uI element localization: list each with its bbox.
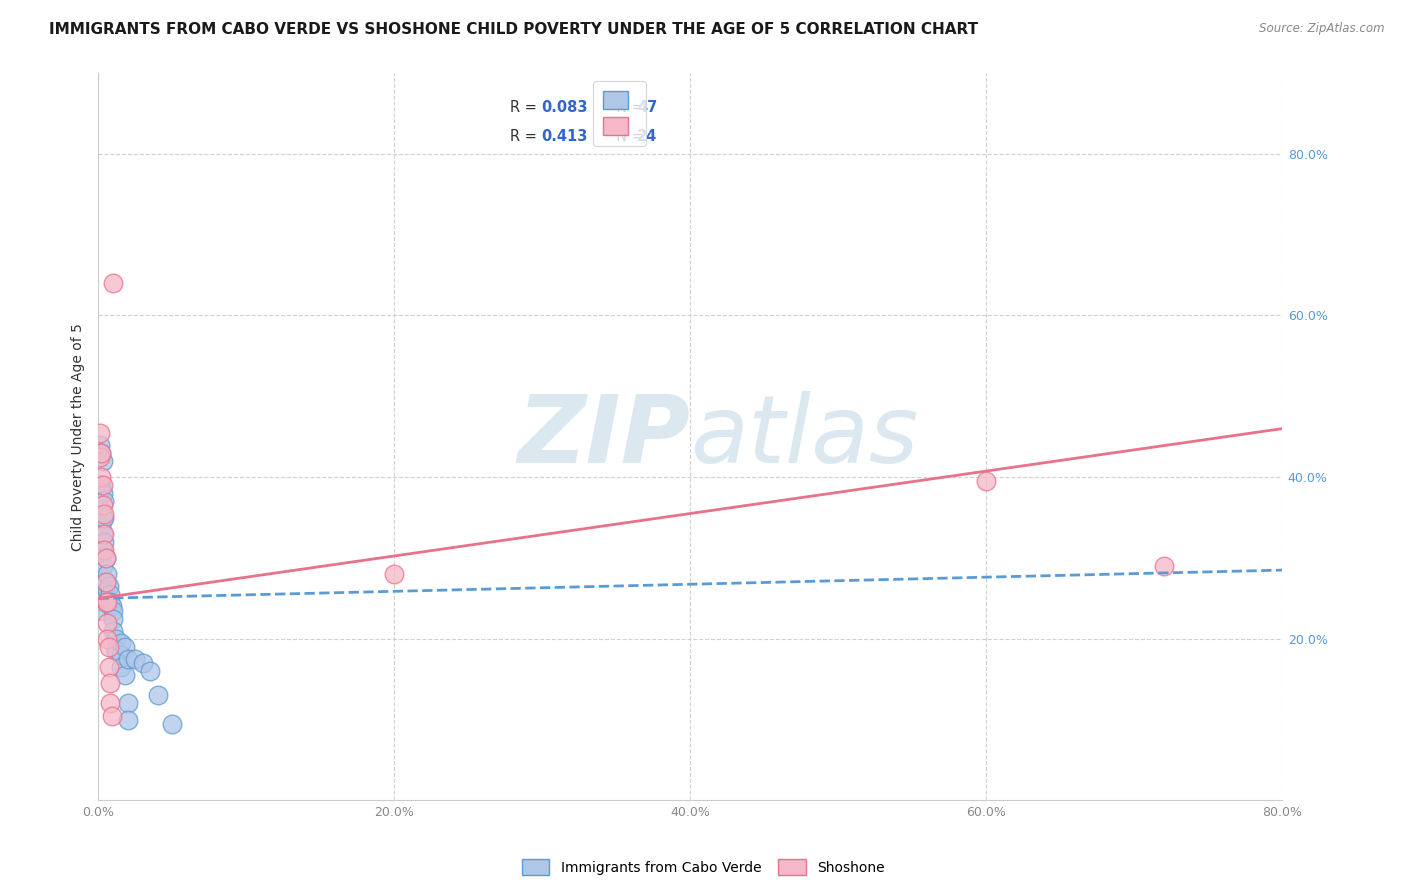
- Point: [93, 507, 115, 521]
- Point: [90, 446, 112, 460]
- Point: [105, 632, 128, 646]
- Point: [91, 486, 114, 500]
- Point: [98, 595, 121, 609]
- Point: [94, 575, 117, 590]
- Point: [146, 689, 169, 703]
- Point: [117, 713, 139, 727]
- Point: [91, 526, 114, 541]
- Point: [97, 660, 120, 674]
- Point: [91, 510, 114, 524]
- Point: [97, 640, 120, 654]
- Point: [124, 652, 146, 666]
- Point: [91, 499, 114, 513]
- Text: IMMIGRANTS FROM CABO VERDE VS SHOSHONE CHILD POVERTY UNDER THE AGE OF 5 CORRELAT: IMMIGRANTS FROM CABO VERDE VS SHOSHONE C…: [49, 22, 979, 37]
- Text: 0.083: 0.083: [541, 100, 588, 115]
- Point: [94, 551, 117, 566]
- Point: [93, 526, 115, 541]
- Point: [105, 644, 128, 658]
- Point: [89, 425, 111, 440]
- Point: [94, 595, 117, 609]
- Point: [103, 611, 125, 625]
- Point: [91, 603, 114, 617]
- Point: [94, 575, 117, 590]
- Point: [103, 603, 125, 617]
- Point: [93, 510, 115, 524]
- Point: [103, 276, 125, 290]
- Text: N =: N =: [607, 100, 650, 115]
- Point: [98, 676, 121, 690]
- Text: 24: 24: [637, 128, 657, 144]
- Point: [110, 648, 132, 662]
- Text: Source: ZipAtlas.com: Source: ZipAtlas.com: [1260, 22, 1385, 36]
- Point: [382, 567, 405, 582]
- Point: [94, 591, 117, 606]
- Text: 47: 47: [637, 100, 657, 115]
- Point: [96, 632, 118, 646]
- Point: [91, 559, 114, 574]
- Point: [91, 575, 114, 590]
- Point: [110, 636, 132, 650]
- Point: [91, 542, 114, 557]
- Point: [100, 599, 122, 614]
- Point: [90, 478, 112, 492]
- Point: [90, 518, 112, 533]
- Point: [89, 478, 111, 492]
- Point: [89, 502, 111, 516]
- Point: [117, 697, 139, 711]
- Point: [96, 595, 118, 609]
- Point: [98, 587, 121, 601]
- Point: [96, 567, 118, 582]
- Point: [89, 450, 111, 464]
- Point: [103, 624, 125, 638]
- Point: [90, 470, 112, 484]
- Point: [117, 652, 139, 666]
- Point: [114, 640, 136, 654]
- Point: [93, 542, 115, 557]
- Point: [94, 551, 117, 566]
- Point: [90, 542, 112, 557]
- Point: [110, 660, 132, 674]
- Point: [91, 454, 114, 468]
- Point: [96, 583, 118, 598]
- Point: [91, 478, 114, 492]
- Point: [97, 579, 120, 593]
- Legend: , : ,: [592, 80, 645, 145]
- Point: [89, 438, 111, 452]
- Point: [1153, 559, 1175, 574]
- Text: R =: R =: [510, 128, 541, 144]
- Point: [91, 587, 114, 601]
- Text: R =: R =: [510, 100, 541, 115]
- Point: [114, 668, 136, 682]
- Text: ZIP: ZIP: [517, 391, 690, 483]
- Legend: Immigrants from Cabo Verde, Shoshone: Immigrants from Cabo Verde, Shoshone: [516, 854, 890, 880]
- Text: 0.413: 0.413: [541, 128, 588, 144]
- Text: N =: N =: [607, 128, 650, 144]
- Text: atlas: atlas: [690, 392, 918, 483]
- Point: [93, 494, 115, 508]
- Point: [132, 656, 155, 670]
- Point: [90, 446, 112, 460]
- Point: [162, 716, 184, 731]
- Point: [96, 615, 118, 630]
- Point: [100, 708, 122, 723]
- Point: [91, 595, 114, 609]
- Point: [974, 474, 997, 488]
- Y-axis label: Child Poverty Under the Age of 5: Child Poverty Under the Age of 5: [72, 323, 86, 550]
- Point: [98, 697, 121, 711]
- Point: [93, 534, 115, 549]
- Point: [139, 664, 162, 678]
